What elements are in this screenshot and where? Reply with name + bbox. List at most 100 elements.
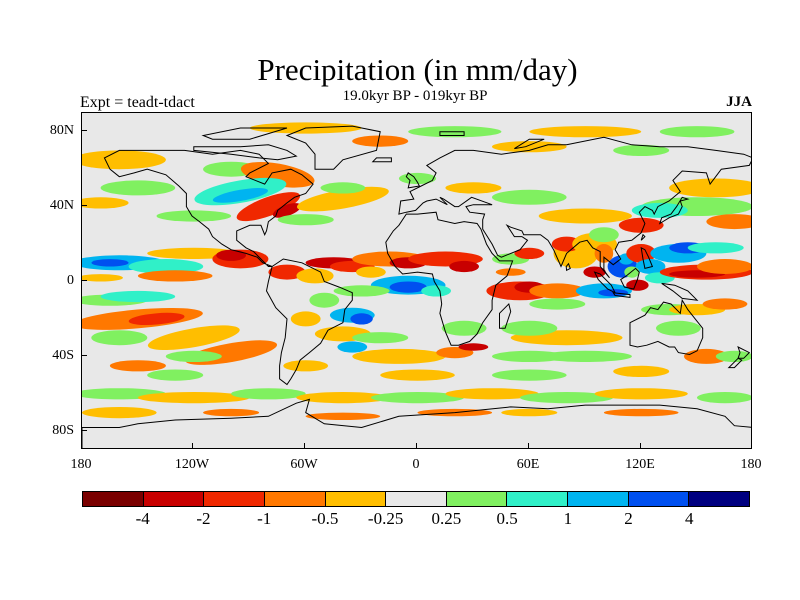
anomaly-patch [320,182,366,194]
colorbar-label: 0.25 [431,509,462,528]
anomaly-patch [449,260,479,273]
colorbar-box-8 [568,492,629,506]
anomaly-patch [445,388,539,400]
colorbar-label: -4 [135,509,150,528]
x-tick-120w [192,443,193,449]
map-panel [81,112,752,449]
anomaly-patch [626,279,649,291]
anomaly-patch [520,392,614,404]
coast-new-guinea [661,282,699,301]
coast-new-zealand-north [737,346,751,359]
anomaly-patch [687,242,744,254]
anomaly-patch [296,392,390,404]
anomaly-patch [216,249,247,261]
colorbar-box-7 [507,492,569,506]
anomaly-patch [82,150,166,170]
anomaly-fill-layer [82,122,751,420]
anomaly-patch [137,270,213,282]
anomaly-patch [495,268,526,276]
colorbar-box-9 [628,492,690,506]
anomaly-patch [398,172,437,185]
anomaly-patch [529,283,586,299]
colorbar-label: 2 [624,509,633,528]
coast-borneo [620,267,640,290]
coast-britain [405,172,421,189]
anomaly-patch [441,320,487,336]
anomaly-patch [352,348,446,364]
anomaly-patch [100,180,176,196]
y-tick-label-80n: 80N [49,123,74,138]
experiment-label: Expt = teadt-tdact [80,94,195,111]
anomaly-patch [529,298,586,310]
anomaly-patch [538,350,632,362]
colorbar-label: 4 [685,509,694,528]
anomaly-patch [706,214,751,230]
anomaly-patch [91,330,148,346]
coast-taiwan [640,233,646,241]
coast-south-america [265,258,353,386]
anomaly-patch [165,350,222,362]
y-tick-0 [81,280,87,281]
y-tick-label-40n: 40N [49,198,74,213]
anomaly-patch [656,320,701,336]
colorbar [82,491,750,507]
coast-north-america [103,149,314,267]
coast-new-zealand-south [727,357,743,369]
coast-baffin [193,144,298,161]
y-tick-80n [81,130,87,131]
anomaly-patch [231,388,306,400]
anomaly-patch [337,341,368,353]
anomaly-patch [492,141,567,153]
anomaly-patch [147,325,240,350]
colorbar-label: -0.25 [367,509,404,528]
anomaly-patch [352,135,409,147]
y-tick-label-40s: 40S [52,348,74,363]
anomaly-patch [147,369,204,381]
anomaly-patch [212,188,268,203]
anomaly-patch [296,186,389,212]
anomaly-patch [128,259,204,274]
anomaly-patch [156,210,232,222]
x-tick-label-180w: 180 [70,457,92,472]
anomaly-patch [715,350,751,362]
anomaly-patch [290,311,321,327]
anomaly-patch [538,208,632,224]
anomaly-patch [82,407,157,419]
colorbar-box-1 [143,492,205,506]
anomaly-patch [305,412,381,420]
anomaly-patch [421,285,451,297]
plot-subtitle: 19.0kyr BP - 019kyr BP [342,88,488,104]
anomaly-patch [352,332,409,344]
anomaly-patch [91,259,129,267]
anomaly-patch [458,343,489,351]
colorbar-label: 0.5 [496,509,518,528]
anomaly-patch [603,408,679,417]
coast-japan [658,196,690,225]
x-tick-label-60e: 60E [516,457,540,472]
x-tick-60e [528,443,529,449]
coast-sri-lanka [565,262,571,272]
anomaly-patch [109,360,166,372]
coast-java [612,292,631,298]
coast-madagascar [499,303,512,329]
anomaly-patch [272,203,302,218]
anomaly-patch [356,266,386,278]
coast-svalbard [439,131,465,136]
anomaly-patch [501,408,558,417]
colorbar-label: -0.5 [311,509,339,528]
anomaly-patch [492,189,567,205]
x-tick-label-0: 0 [412,457,420,472]
colorbar-box-6 [446,492,508,506]
anomaly-patch [613,144,670,156]
anomaly-patch [589,227,619,243]
anomaly-patch [445,182,502,194]
anomaly-patch [613,365,670,377]
anomaly-patch [659,126,735,138]
anomaly-patch [492,369,567,381]
anomaly-patch [594,388,688,400]
anomaly-patch [350,313,373,325]
anomaly-patch [514,247,545,259]
x-tick-0 [416,443,417,449]
colorbar-label: -1 [257,509,272,528]
anomaly-patch [296,268,334,284]
